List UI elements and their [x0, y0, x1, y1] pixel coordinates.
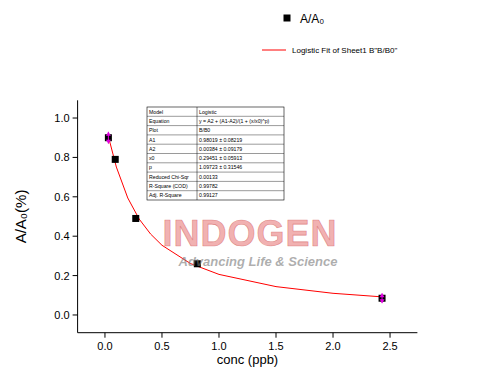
error-cap — [380, 299, 385, 303]
y-tick-label: 0.4 — [54, 230, 69, 242]
table-rule — [147, 144, 284, 145]
x-tick-label: 0.0 — [97, 340, 112, 352]
x-tick-label: 0.5 — [154, 340, 169, 352]
table-frame — [147, 107, 284, 200]
x-tick — [218, 333, 219, 338]
x-tick — [161, 333, 162, 338]
error-bar — [380, 293, 385, 303]
table-cell: A2 — [149, 146, 155, 152]
y-tick — [73, 314, 78, 315]
legend-label: Logistic Fit of Sheet1 B"B/B0" — [292, 46, 397, 55]
watermark-subtitle: Advancing Life & Science — [178, 254, 338, 269]
table-rule — [147, 125, 284, 126]
x-tick — [104, 333, 105, 338]
table-rule — [147, 116, 284, 117]
y-tick — [73, 157, 78, 158]
x-tick-label: 1.5 — [268, 340, 283, 352]
watermark-title: INDOGEN — [162, 213, 337, 254]
table-cell: A1 — [149, 137, 155, 143]
legend-marker — [284, 15, 291, 22]
x-axis — [78, 332, 418, 333]
table-cell: 0.99127 — [199, 192, 218, 198]
x-tick — [276, 333, 277, 338]
table-rule — [147, 172, 284, 173]
table-cell: 0.00384 ± 0.09179 — [199, 146, 242, 152]
y-tick-label: 1.0 — [54, 112, 69, 124]
y-tick-label: 0.2 — [54, 270, 69, 282]
data-point — [132, 215, 139, 222]
error-bar — [106, 132, 111, 144]
y-tick — [73, 118, 78, 119]
table-cell: 1.09723 ± 0.31546 — [199, 164, 242, 170]
table-cell: Equation — [149, 118, 170, 124]
x-tick — [333, 333, 334, 338]
y-tick — [73, 236, 78, 237]
table-cell: x0 — [149, 155, 155, 161]
y-tick — [73, 196, 78, 197]
table-cell: Logistic — [199, 109, 217, 115]
y-tick-label: 0.8 — [54, 151, 69, 163]
table-cell: Model — [149, 109, 163, 115]
x-tick-label: 1.0 — [211, 340, 226, 352]
error-cap — [106, 140, 111, 144]
y-tick — [73, 275, 78, 276]
table-cell: 0.29451 ± 0.05913 — [199, 155, 242, 161]
table-cell: Adj. R-Square — [149, 192, 182, 198]
x-tick — [390, 333, 391, 338]
table-cell: y = A2 + (A1-A2)/(1 + (x/x0)^p) — [199, 118, 270, 124]
table-rule — [147, 162, 284, 163]
table-cell: 0.00133 — [199, 174, 218, 180]
table-rule — [147, 134, 284, 135]
error-cap — [106, 132, 111, 136]
table-rule — [147, 190, 284, 191]
table-rule — [147, 153, 284, 154]
table-cell: Reduced Chi-Sqr — [149, 174, 189, 180]
table-cell: B/B0 — [199, 127, 210, 133]
error-cap — [380, 293, 385, 297]
legend-label: A/A₀ — [300, 12, 324, 26]
data-point — [112, 156, 119, 163]
table-cell: p — [149, 164, 152, 170]
x-tick-label: 2.0 — [325, 340, 340, 352]
x-axis-title: conc (ppb) — [217, 352, 278, 367]
fit-table: Model Logistic Equation y = A2 + (A1-A2)/(1… — [147, 107, 284, 200]
table-cell: Plot — [149, 127, 158, 133]
y-tick-label: 0.6 — [54, 191, 69, 203]
table-rule — [147, 181, 284, 182]
table-cell: R-Square (COD) — [149, 183, 188, 189]
table-cell: 0.98019 ± 0.08219 — [199, 137, 242, 143]
y-axis-title: A/A₀(%) — [12, 190, 29, 244]
table-cell: 0.99782 — [199, 183, 218, 189]
x-tick-label: 2.5 — [382, 340, 397, 352]
y-tick-label: 0.0 — [54, 309, 69, 321]
chart: 0.00.51.01.52.02.50.00.20.40.60.81.0conc… — [0, 0, 484, 378]
legend-line — [262, 50, 286, 51]
y-axis — [77, 100, 78, 332]
